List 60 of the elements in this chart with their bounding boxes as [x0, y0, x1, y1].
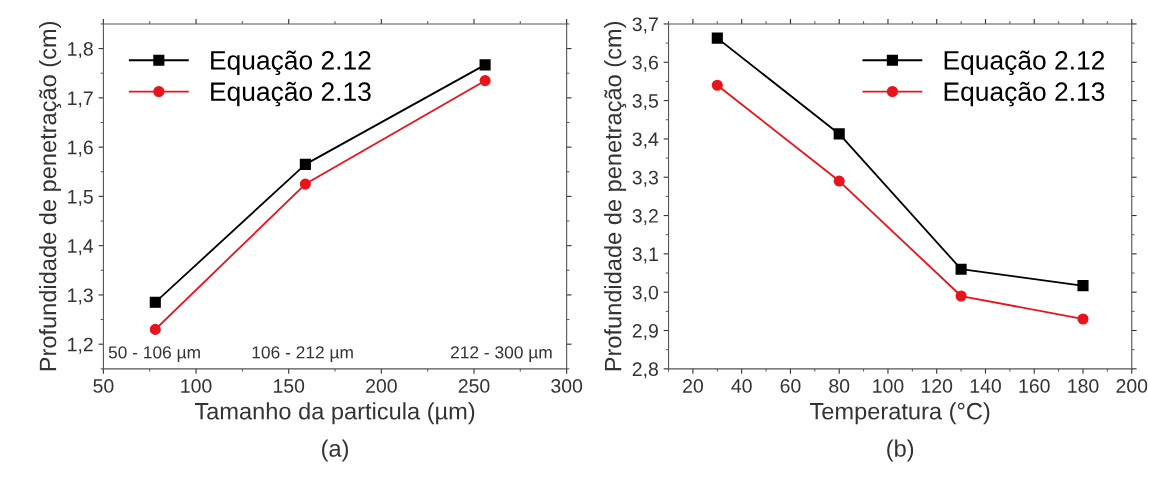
y-axis-title: Profundidade de penetração (cm): [604, 21, 627, 371]
point: [299, 158, 311, 170]
x-tick-label: 60: [780, 379, 801, 393]
point: [1077, 280, 1089, 292]
y-tick-label: 2,9: [632, 323, 658, 341]
x-tick-label: 80: [829, 379, 850, 393]
point: [479, 75, 491, 87]
y-tick-label: 3,0: [632, 285, 659, 302]
y-tick-label: 3,7: [632, 17, 658, 34]
annotation: 106 - 212 µm: [252, 346, 353, 362]
point: [833, 128, 845, 140]
y-tick-label: 1,8: [68, 42, 93, 59]
x-tick-label: 20: [683, 379, 703, 393]
x-tick-label: 140: [970, 379, 1001, 393]
text: (a): [322, 439, 348, 462]
point: [955, 290, 967, 302]
point: [711, 32, 723, 44]
y-tick-label: 3,1: [632, 247, 658, 264]
point: [149, 323, 161, 335]
legend-label: Equação 2.12: [944, 50, 1105, 76]
legend-label: Equação 2.13: [211, 81, 371, 107]
y-tick-label: 1,3: [68, 288, 93, 305]
annotation: 212 - 300 µm: [450, 346, 552, 362]
point: [299, 178, 311, 190]
x-tick-label: 150: [273, 379, 305, 393]
x-tick-label: 180: [1068, 379, 1099, 393]
y-tick-label: 2,8: [632, 362, 658, 379]
x-tick-label: 250: [458, 379, 490, 393]
x-axis-title: Temperatura (°C): [810, 402, 990, 425]
y-tick-label: 1,5: [68, 190, 93, 206]
y-tick-label: 1,7: [68, 91, 93, 108]
x-tick-label: 120: [921, 379, 953, 393]
x-tick-label: 100: [873, 379, 904, 393]
y-axis-title: Profundidade de penetração (cm): [38, 21, 62, 371]
y-tick-label: 1,6: [68, 140, 93, 157]
legend-label: Equação 2.13: [944, 81, 1105, 107]
x-tick-label: 200: [1116, 379, 1148, 393]
point: [955, 263, 967, 275]
legend-label: Equação 2.12: [211, 50, 371, 76]
x-tick-label: 200: [366, 379, 397, 393]
x-tick-label: 100: [181, 379, 212, 393]
x-tick-label: 50: [93, 379, 114, 393]
annotation: 50 - 106 µm: [108, 346, 200, 362]
x-tick-label: 300: [551, 379, 583, 393]
y-tick-label: 3,5: [632, 94, 659, 111]
x-tick-label: 40: [731, 379, 752, 393]
y-tick-label: 3,6: [632, 55, 658, 72]
point: [711, 79, 723, 91]
x-axis-title: Tamanho da particula (µm): [194, 402, 475, 425]
y-tick-label: 1,2: [68, 337, 93, 354]
text: (b): [887, 439, 914, 462]
point: [149, 296, 161, 308]
point: [479, 59, 491, 71]
point: [833, 175, 845, 187]
y-tick-label: 3,3: [632, 170, 658, 187]
x-tick-label: 160: [1019, 379, 1050, 393]
y-tick-label: 3,2: [632, 209, 658, 226]
point: [1077, 313, 1089, 325]
y-tick-label: 1,4: [68, 239, 94, 256]
y-tick-label: 3,4: [632, 132, 659, 149]
